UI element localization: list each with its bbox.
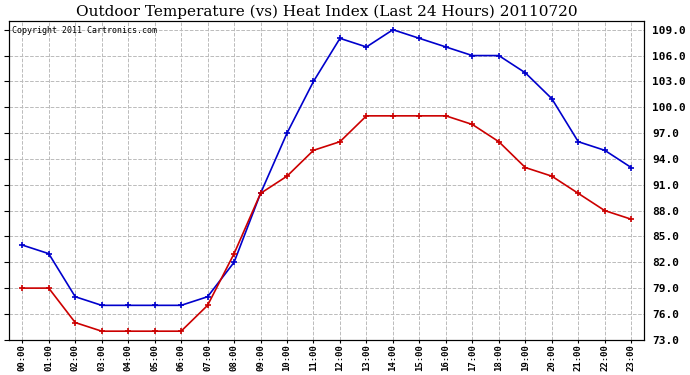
Title: Outdoor Temperature (vs) Heat Index (Last 24 Hours) 20110720: Outdoor Temperature (vs) Heat Index (Las… bbox=[76, 4, 578, 18]
Text: Copyright 2011 Cartronics.com: Copyright 2011 Cartronics.com bbox=[12, 26, 157, 35]
